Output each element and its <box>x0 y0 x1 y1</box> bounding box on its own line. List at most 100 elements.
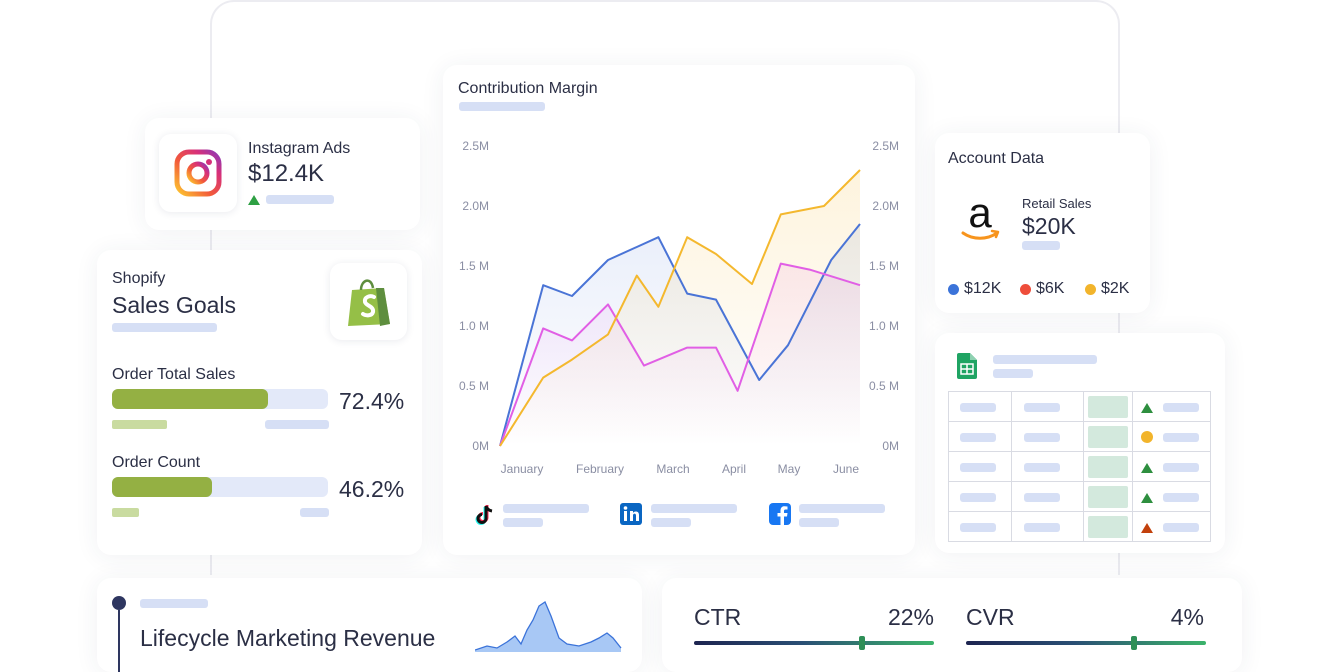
legend-label: $2K <box>1101 280 1130 297</box>
table-cell <box>948 421 1012 452</box>
sales-goals-title: Sales Goals <box>112 292 237 318</box>
table-cell <box>948 511 1012 542</box>
ctr-value: 22% <box>887 604 934 630</box>
placeholder-bar <box>300 508 329 517</box>
ctr-slider <box>694 641 934 645</box>
placeholder-bar <box>651 504 737 513</box>
contribution-margin-chart: 0M 0.5 M 1.0 M 1.5 M 2.0M 2.5M 0M 0.5 M 1.0 M 1.… <box>459 139 899 476</box>
account-data-title: Account Data <box>948 150 1045 167</box>
placeholder-bar <box>503 504 589 513</box>
legend-dot <box>1020 283 1031 295</box>
account-data-card[interactable]: Account Data a Retail Sales $20K $12K $6… <box>935 133 1150 313</box>
order-count-percent: 46.2% <box>339 476 405 502</box>
status-icon <box>1141 520 1153 538</box>
order-total-sales-bar <box>112 389 328 409</box>
legend-item: $6K <box>1020 280 1064 298</box>
svg-text:a: a <box>968 195 992 236</box>
series-line-0 <box>499 223 861 447</box>
cvr-slider <box>966 641 1206 645</box>
table-row[interactable] <box>948 481 1211 512</box>
table-cell <box>948 391 1012 422</box>
trend-up-icon <box>248 195 260 205</box>
table-cell <box>1132 451 1211 482</box>
table-cell <box>1083 481 1133 512</box>
ctr-label: CTR <box>694 604 742 630</box>
linkedin-icon[interactable] <box>620 503 642 525</box>
x-tick-label: February <box>576 462 624 476</box>
legend-dot <box>1085 283 1096 295</box>
revenue-sparkline <box>475 601 622 652</box>
y-tick-label: 2.5M <box>462 139 489 153</box>
ctr-cvr-card[interactable]: CTR 22% CVR 4% <box>662 578 1242 672</box>
contribution-margin-card[interactable]: 0M 0.5 M 1.0 M 1.5 M 2.0M 2.5M 0M 0.5 M 1.0 M 1.… <box>443 65 915 555</box>
facebook-icon[interactable] <box>769 503 791 525</box>
chart-title: Contribution Margin <box>458 80 598 97</box>
y-right-tick-label: 0.5 M <box>869 379 899 393</box>
order-count-label: Order Count <box>112 454 201 471</box>
instagram-ads-card[interactable]: Instagram Ads $12.4K <box>145 118 420 230</box>
retail-sales-label: Retail Sales <box>1022 196 1092 211</box>
y-tick-label: 0.5 M <box>459 379 489 393</box>
legend-dot <box>948 283 959 295</box>
x-tick-label: March <box>656 462 689 476</box>
cvr-label: CVR <box>966 604 1015 630</box>
cvr-knob[interactable] <box>1131 636 1137 650</box>
placeholder-bar <box>993 355 1097 364</box>
legend-label: $12K <box>964 280 1002 297</box>
placeholder-bar <box>265 420 329 429</box>
y-right-tick-label: 1.0 M <box>869 319 899 333</box>
timeline-line <box>118 610 120 672</box>
shopify-bag-icon <box>330 263 407 340</box>
placeholder-bar <box>112 323 217 332</box>
table-cell <box>948 451 1012 482</box>
series-line-1 <box>499 262 861 447</box>
y-right-tick-label: 0M <box>882 439 899 453</box>
tiktok-icon[interactable] <box>473 503 497 527</box>
placeholder-bar <box>1022 241 1060 250</box>
y-tick-label: 1.5 M <box>459 259 489 273</box>
table-cell <box>1083 421 1133 452</box>
table-row[interactable] <box>948 511 1211 542</box>
legend-item: $2K <box>1085 280 1129 298</box>
table-cell <box>1011 391 1084 422</box>
shopify-label: Shopify <box>112 270 166 287</box>
order-total-sales-label: Order Total Sales <box>112 366 236 383</box>
table-row[interactable] <box>948 451 1211 482</box>
cvr-value: 4% <box>1170 604 1204 630</box>
placeholder-bar <box>112 420 167 429</box>
x-tick-label: January <box>501 462 544 476</box>
order-total-sales-percent: 72.4% <box>339 388 405 414</box>
table-cell <box>1011 481 1084 512</box>
placeholder-bar <box>266 195 334 204</box>
data-table <box>948 391 1211 542</box>
amazon-icon: a <box>955 189 1005 245</box>
timeline-dot <box>112 596 126 610</box>
table-cell <box>1132 511 1211 542</box>
table-row[interactable] <box>948 421 1211 452</box>
retail-sales-value: $20K <box>1022 213 1076 239</box>
lifecycle-card[interactable]: Lifecycle Marketing Revenue <box>97 578 642 672</box>
legend-label: $6K <box>1036 280 1065 297</box>
y-tick-label: 0M <box>472 439 489 453</box>
table-cell <box>1083 451 1133 482</box>
table-cell <box>1132 421 1211 452</box>
ctr-knob[interactable] <box>859 636 865 650</box>
table-cell <box>1132 391 1211 422</box>
y-right-tick-label: 2.5M <box>872 139 899 153</box>
spreadsheet-card[interactable] <box>935 333 1225 553</box>
y-tick-label: 2.0M <box>462 199 489 213</box>
order-count-bar <box>112 477 328 497</box>
order-total-sales-fill <box>112 389 269 409</box>
table-cell <box>948 481 1012 512</box>
table-row[interactable] <box>948 391 1211 422</box>
status-icon <box>1141 490 1153 508</box>
x-tick-label: April <box>722 462 746 476</box>
y-right-tick-label: 2.0M <box>872 199 899 213</box>
placeholder-bar <box>112 508 139 517</box>
shopify-sales-goals-card[interactable]: Shopify Sales Goals Order Total Sales 72… <box>97 250 422 555</box>
placeholder-bar <box>799 504 885 513</box>
instagram-icon <box>159 134 237 212</box>
y-right-tick-label: 1.5 M <box>869 259 899 273</box>
placeholder-bar <box>459 102 545 111</box>
table-cell <box>1011 421 1084 452</box>
